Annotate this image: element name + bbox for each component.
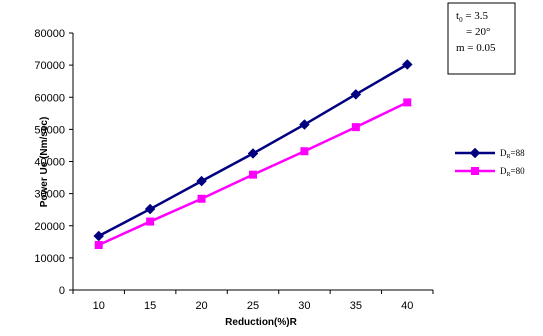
series-1 <box>93 59 413 242</box>
data-point-square <box>471 167 479 175</box>
param-m: m = 0.05 <box>456 42 496 54</box>
legend-item-2: DR=80 <box>455 166 525 178</box>
y-tick-label: 60000 <box>34 92 65 104</box>
x-tick-label: 30 <box>298 300 310 312</box>
param-t0: t0 = 3.5 <box>456 10 489 24</box>
data-point-square <box>351 123 360 132</box>
y-tick-label: 80000 <box>34 28 65 40</box>
data-point-diamond <box>247 148 259 159</box>
legend-label: DR=88 <box>500 148 525 160</box>
data-point-diamond <box>93 230 105 242</box>
data-point-diamond <box>401 59 413 70</box>
x-tick-label: 10 <box>93 300 105 312</box>
x-tick-labels: 10 15 20 25 30 35 40 <box>93 300 414 312</box>
y-tick-label: 50000 <box>34 124 65 136</box>
y-tick-label: 10000 <box>34 253 65 265</box>
legend-item-1: DR=88 <box>455 147 525 160</box>
data-point-diamond <box>299 119 310 130</box>
legend-label: DR=80 <box>500 166 525 178</box>
x-axis-title: Reduction(%)R <box>225 317 297 328</box>
y-tick-label: 40000 <box>34 157 65 169</box>
data-point-square <box>146 217 155 226</box>
data-point-square <box>403 98 412 107</box>
series-layer <box>93 59 413 250</box>
parameter-box-frame <box>447 2 516 75</box>
x-tick-label: 35 <box>350 300 362 312</box>
legend: DR=88 DR=80 <box>455 147 525 178</box>
data-point-square <box>197 194 206 203</box>
y-tick-label: 70000 <box>34 60 65 72</box>
axes <box>69 32 434 294</box>
data-point-square <box>300 147 309 156</box>
y-tick-labels: 0 10000 20000 30000 40000 50000 60000 70000 8000… <box>34 28 65 297</box>
y-tick-label: 20000 <box>34 221 65 233</box>
data-point-diamond <box>350 89 362 100</box>
y-tick-label: 30000 <box>34 189 65 201</box>
param-angle: = 20° <box>466 26 490 38</box>
x-tick-label: 25 <box>247 300 259 312</box>
data-point-diamond <box>144 203 156 215</box>
data-point-diamond <box>469 147 481 159</box>
x-tick-label: 20 <box>195 300 207 312</box>
data-point-square <box>249 170 257 179</box>
x-tick-label: 15 <box>144 300 156 312</box>
y-tick-label: 0 <box>59 285 65 297</box>
y-axis-title: Power Ue (Nm/sec) <box>39 117 50 208</box>
parameter-box: t0 = 3.5 = 20° m = 0.05 <box>447 2 516 75</box>
x-tick-label: 40 <box>401 300 413 312</box>
data-point-diamond <box>196 175 207 187</box>
data-point-square <box>94 241 103 250</box>
series-2 <box>94 98 412 250</box>
